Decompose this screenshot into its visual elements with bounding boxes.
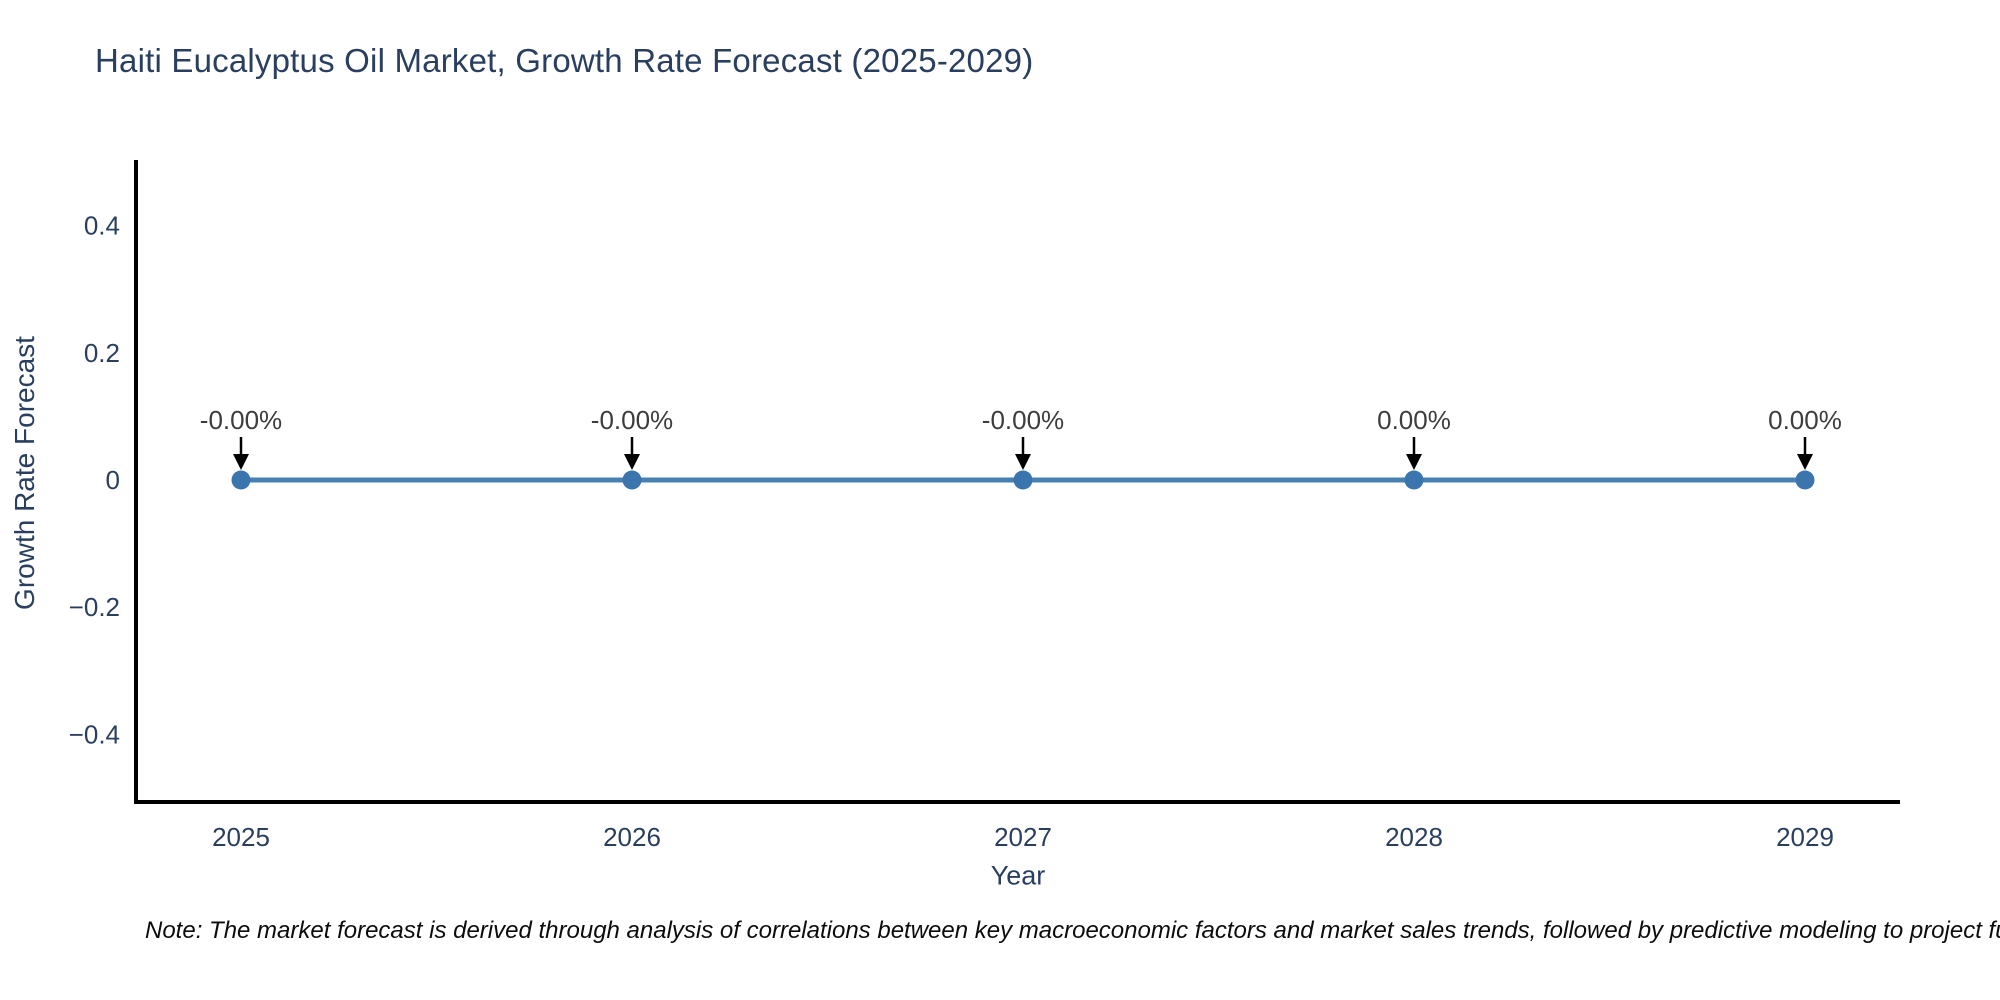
y-tick-label: −0.4 (69, 719, 120, 749)
x-tick-label: 2028 (1385, 822, 1443, 852)
data-point (1404, 470, 1424, 490)
point-annotation-label: 0.00% (1768, 405, 1842, 435)
y-tick-label: 0 (106, 465, 120, 495)
y-tick-label: 0.4 (84, 211, 120, 241)
chart-footnote: Note: The market forecast is derived thr… (145, 917, 2000, 944)
point-annotation-label: -0.00% (591, 405, 673, 435)
annotation-arrow-head (1406, 454, 1422, 470)
data-point (1795, 470, 1815, 490)
point-annotation-label: 0.00% (1377, 405, 1451, 435)
x-axis-title: Year (990, 860, 1046, 891)
x-tick-label: 2029 (1776, 822, 1834, 852)
data-point (622, 470, 642, 490)
data-point (1013, 470, 1033, 490)
axis-spines (134, 160, 1900, 804)
point-annotation-label: -0.00% (982, 405, 1064, 435)
annotation-arrow-head (1015, 454, 1031, 470)
y-tick-label: −0.2 (69, 592, 120, 622)
x-tick-label: 2027 (994, 822, 1052, 852)
annotation-arrow-head (624, 454, 640, 470)
data-point (231, 470, 251, 490)
annotation-arrow-head (233, 454, 249, 470)
x-tick-label: 2025 (212, 822, 270, 852)
annotation-arrow-head (1797, 454, 1813, 470)
chart-title: Haiti Eucalyptus Oil Market, Growth Rate… (95, 42, 1034, 79)
y-tick-label: 0.2 (84, 338, 120, 368)
point-annotation-label: -0.00% (200, 405, 282, 435)
x-tick-label: 2026 (603, 822, 661, 852)
